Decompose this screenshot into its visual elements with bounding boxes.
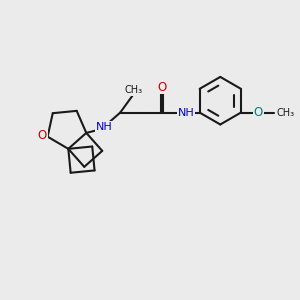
Text: O: O (158, 81, 166, 94)
Text: CH₃: CH₃ (124, 85, 142, 95)
Text: O: O (38, 129, 47, 142)
Text: CH₃: CH₃ (277, 108, 295, 118)
Text: NH: NH (177, 108, 194, 118)
Text: NH: NH (96, 122, 112, 132)
Text: O: O (254, 106, 263, 119)
